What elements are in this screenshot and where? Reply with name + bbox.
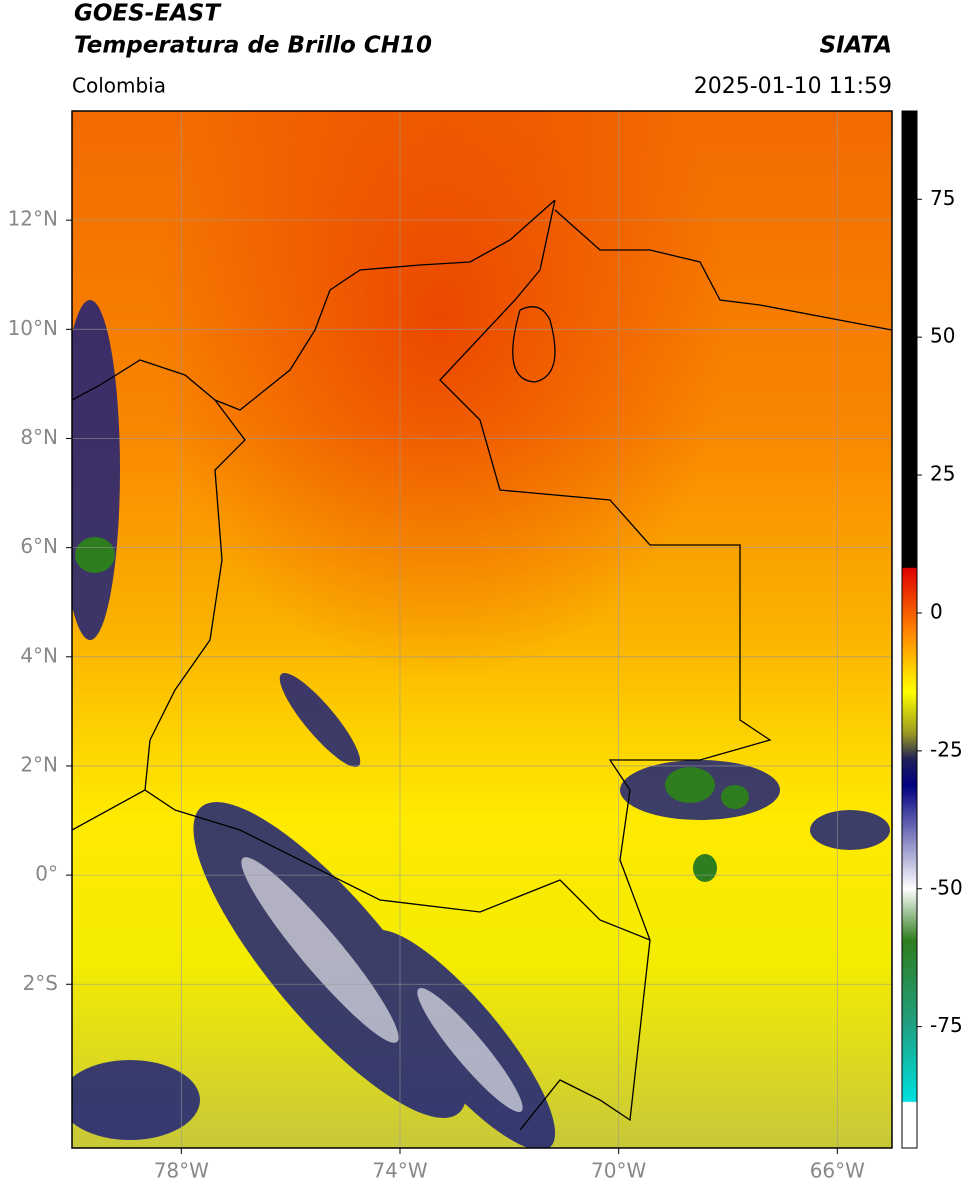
x-tick-label: 78°W	[154, 1159, 209, 1183]
y-tick-label: 4°N	[20, 643, 58, 667]
y-tick-label: 2°N	[20, 752, 58, 776]
borders	[72, 199, 892, 1131]
x-tick-label: 74°W	[372, 1159, 427, 1183]
colorbar	[901, 110, 918, 1149]
grid	[72, 111, 892, 1148]
region: Colombia	[72, 74, 166, 98]
colorbar-tick-label: 75	[930, 186, 955, 210]
y-tick-label: 0°	[35, 862, 58, 886]
y-tick-label: 8°N	[20, 425, 58, 449]
x-tick-label: 66°W	[810, 1159, 865, 1183]
map-frame	[71, 110, 893, 1149]
y-tick-label: 2°S	[23, 971, 58, 995]
y-tick-label: 6°N	[20, 534, 58, 558]
title: GOES-EAST	[74, 1, 222, 27]
colorbar-tick-label: 50	[930, 324, 955, 348]
colorbar-tick-label: -50	[930, 875, 963, 899]
timestamp: 2025-01-10 11:59	[694, 74, 892, 99]
colorbar-tick-label: -75	[930, 1013, 963, 1037]
colorbar-tick-label: 0	[930, 599, 943, 623]
brand: SIATA	[820, 33, 892, 59]
map-field	[72, 111, 892, 1148]
x-tick-label: 70°W	[591, 1159, 646, 1183]
subtitle: Temperatura de Brillo CH10	[74, 33, 432, 59]
y-tick-label: 12°N	[8, 207, 58, 231]
y-tick-label: 10°N	[8, 316, 58, 340]
colorbar-tick-label: -25	[930, 737, 963, 761]
colorbar-tick-label: 25	[930, 462, 955, 486]
